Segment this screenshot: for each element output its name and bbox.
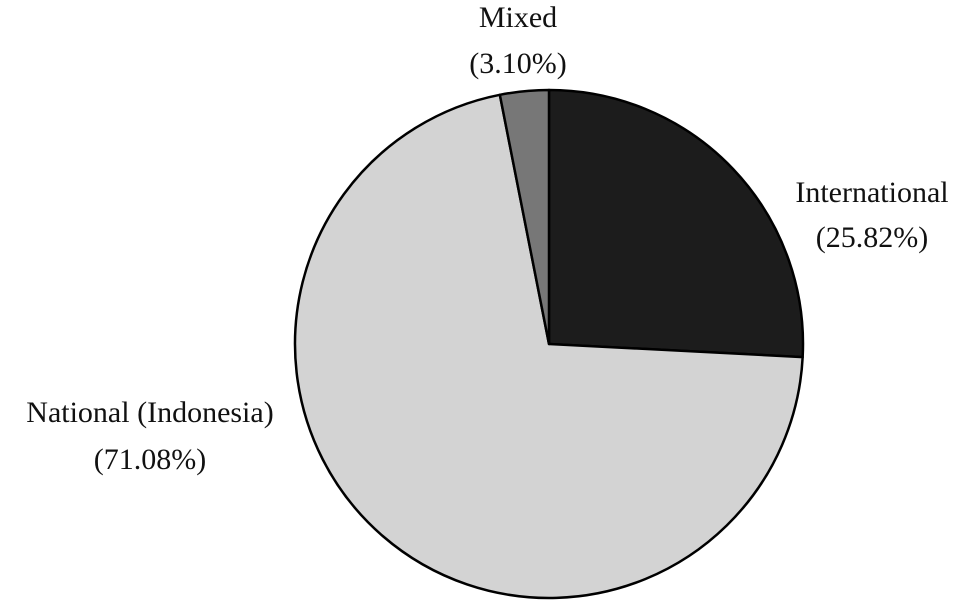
slice-value-label: (71.08%) — [94, 443, 206, 476]
slice-label: National (Indonesia) — [26, 396, 273, 429]
pie-slice — [293, 93, 804, 600]
pie-slice — [547, 88, 805, 359]
slice-label: International — [795, 176, 948, 209]
slice-label: Mixed — [479, 1, 557, 34]
slice-value-label: (3.10%) — [469, 47, 566, 80]
pie-slice — [498, 88, 551, 346]
slice-value-label: (25.82%) — [816, 221, 928, 254]
